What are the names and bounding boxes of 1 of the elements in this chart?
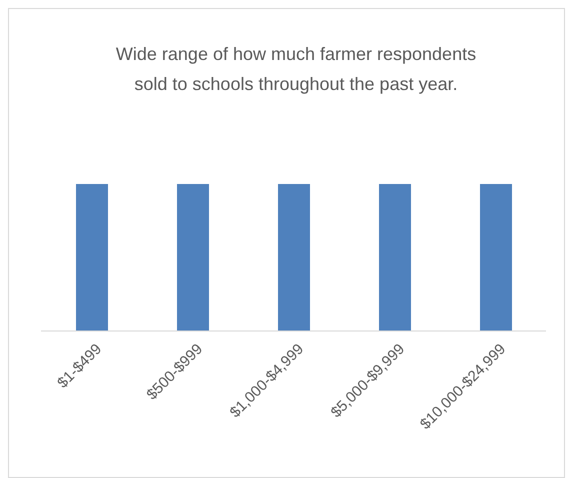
chart-title: Wide range of how much farmer respondents sold to schools throughout the past year. xyxy=(114,43,478,96)
